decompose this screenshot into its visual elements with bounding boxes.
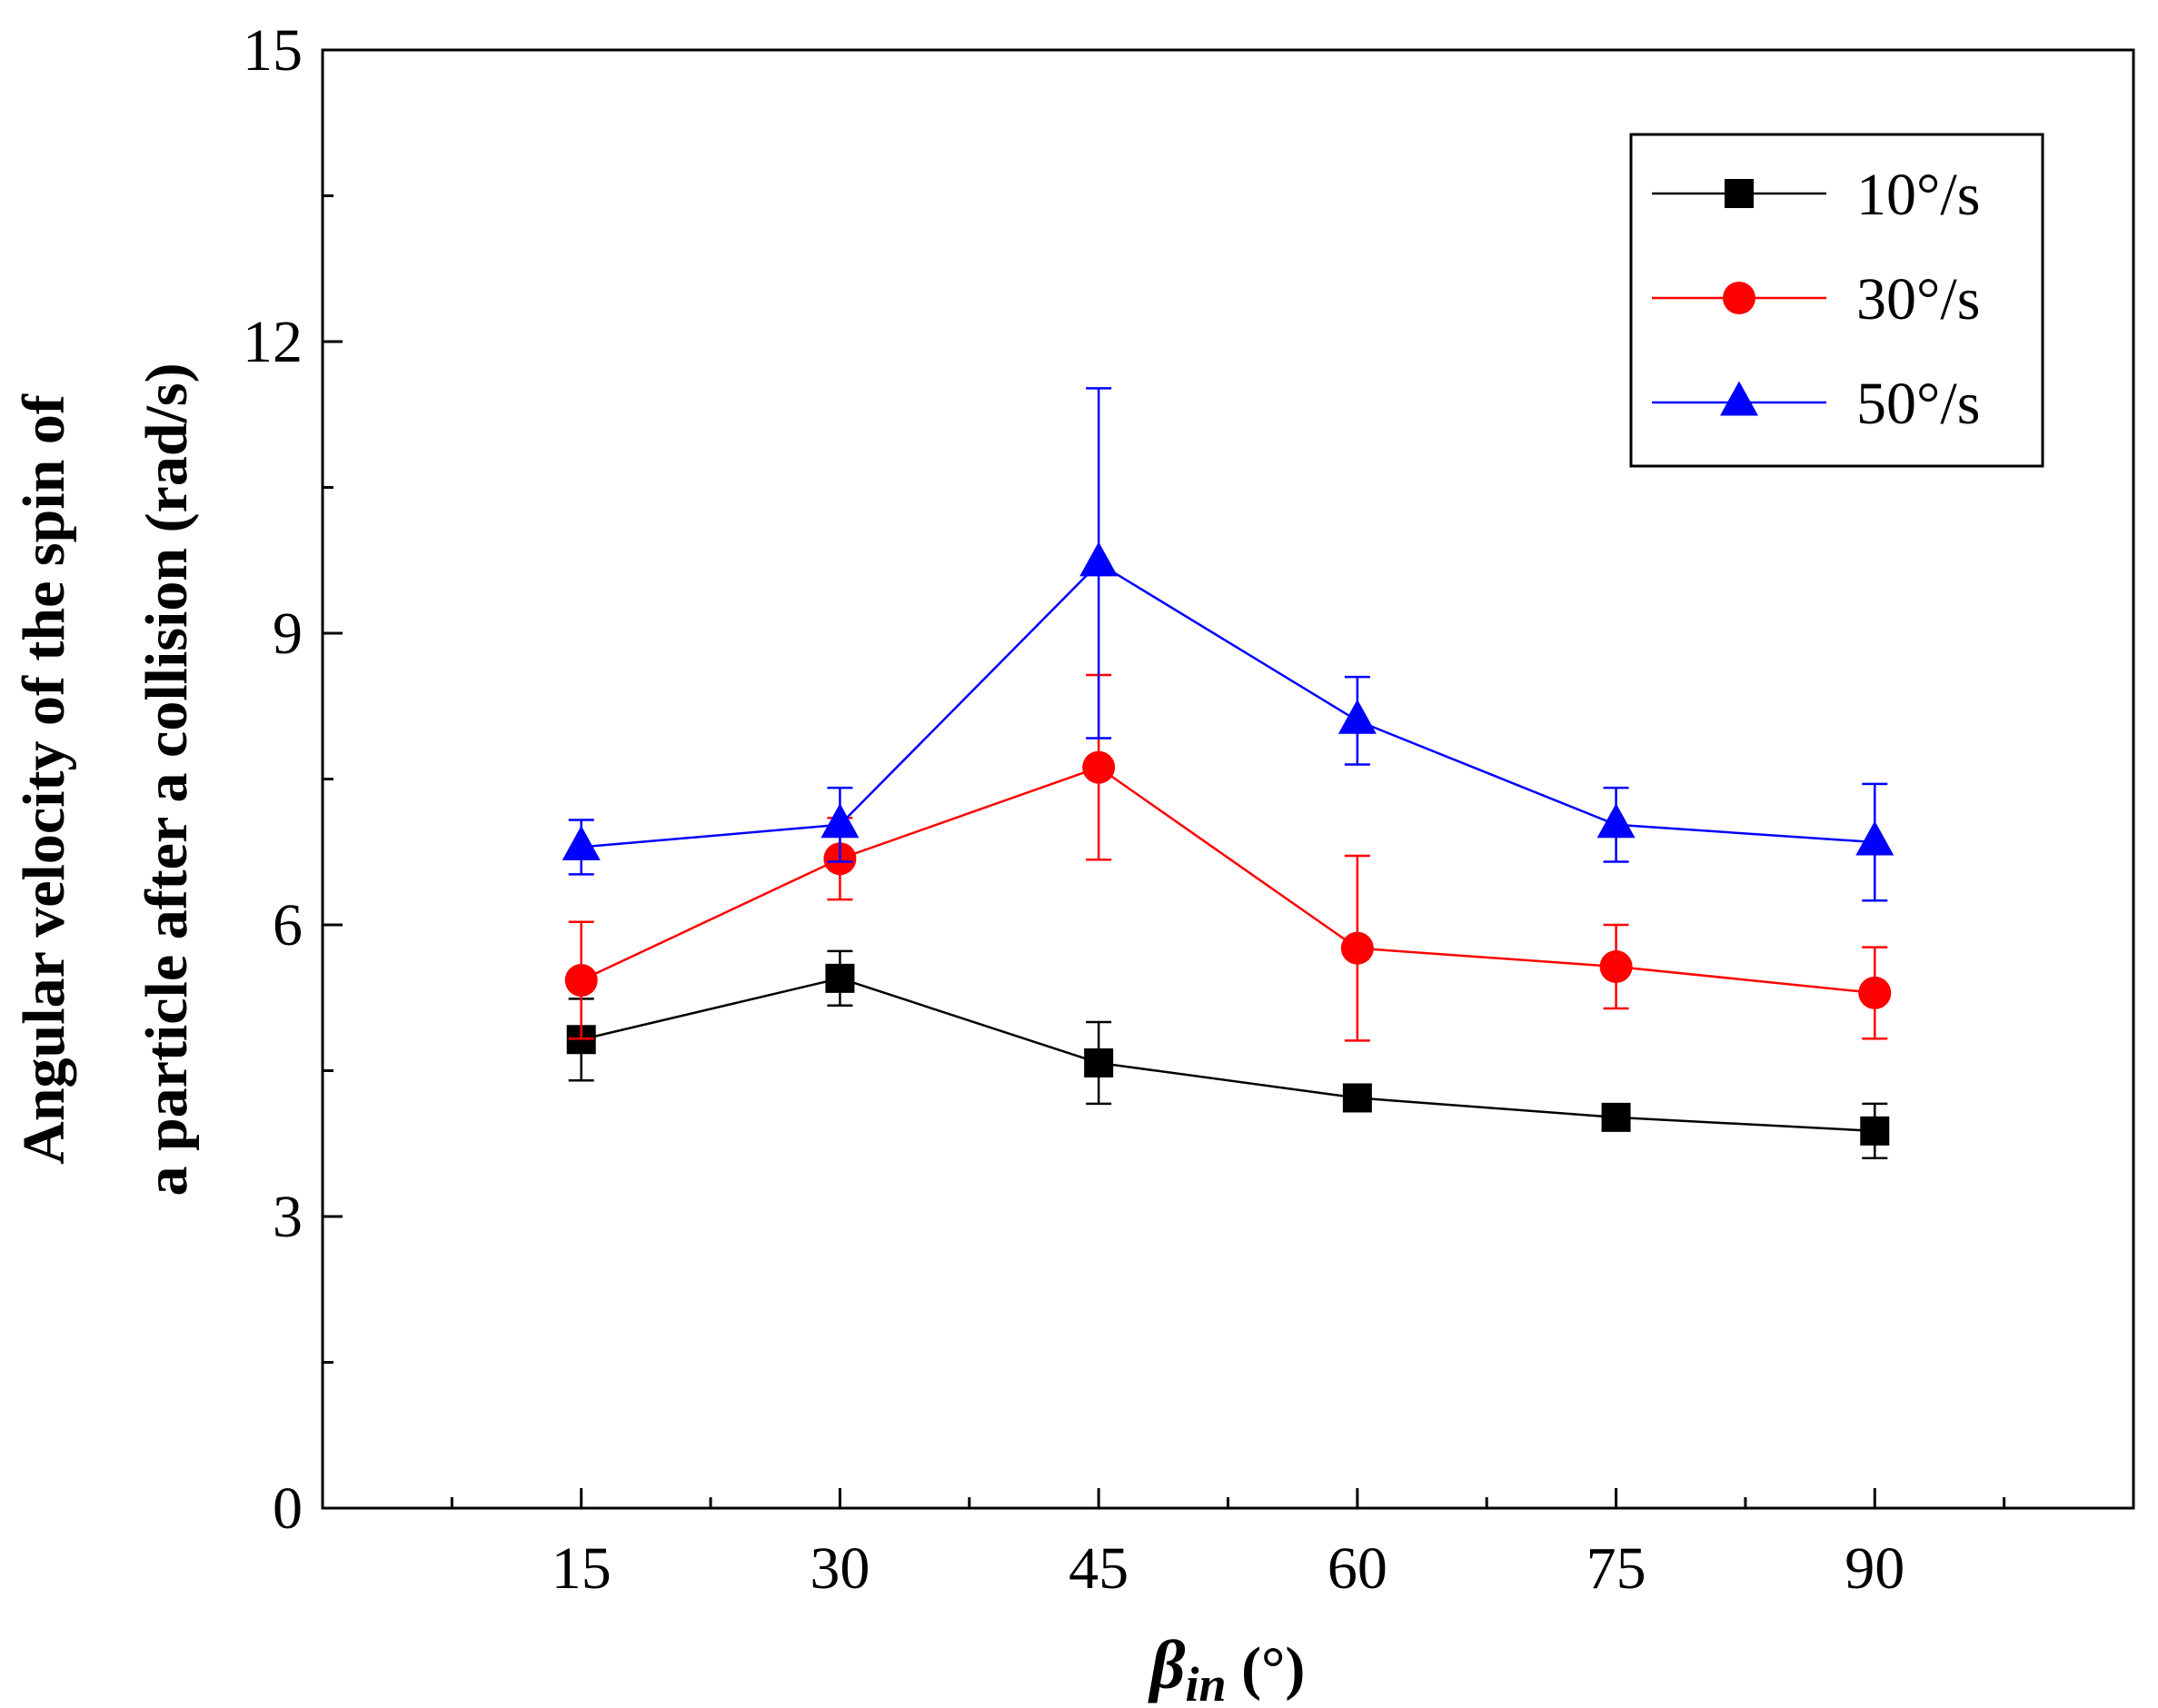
data-point — [1082, 750, 1116, 784]
x-axis-title-subscript: in — [1186, 1657, 1227, 1708]
y-axis-title-line-2: a particle after a collision (rad/s) — [134, 362, 200, 1196]
data-point — [562, 825, 601, 860]
data-point — [1855, 820, 1894, 856]
data-point — [1084, 1048, 1114, 1077]
legend-label: 10°/s — [1856, 162, 1980, 228]
data-point — [1079, 541, 1119, 577]
legend-box — [1629, 133, 2044, 468]
y-axis-ticks: 0 3 6 9 12 15 — [243, 17, 343, 1542]
y-tick-label: 12 — [243, 309, 303, 375]
legend-item: 10°/s — [1652, 162, 1980, 228]
data-point — [1858, 976, 1892, 1009]
data-point — [1601, 1102, 1631, 1132]
legend-item: 50°/s — [1652, 371, 1980, 437]
data-point — [1596, 803, 1636, 839]
series-1 — [564, 673, 1892, 1042]
y-tick-label: 15 — [243, 17, 303, 84]
data-point — [1860, 1116, 1890, 1146]
x-tick-label: 15 — [552, 1535, 612, 1602]
x-tick-label: 45 — [1069, 1535, 1129, 1602]
legend-label: 50°/s — [1856, 371, 1980, 437]
y-tick-label: 0 — [273, 1475, 303, 1542]
x-tick-label: 30 — [810, 1535, 870, 1602]
legend-label: 30°/s — [1856, 266, 1980, 333]
x-axis-ticks: 15 30 45 60 75 90 — [450, 1488, 2006, 1602]
series-line — [581, 766, 1875, 995]
y-tick-label: 6 — [273, 892, 303, 958]
data-point — [1342, 1083, 1372, 1113]
series-layer — [562, 387, 1894, 1160]
data-point — [1599, 950, 1633, 984]
data-point — [1338, 699, 1377, 734]
legend-marker — [1723, 282, 1755, 314]
legend: 10°/s 30°/s 50°/s — [1629, 133, 2044, 468]
legend-item: 30°/s — [1652, 266, 1980, 333]
series-line — [581, 977, 1875, 1133]
x-tick-label: 90 — [1845, 1535, 1904, 1602]
data-point — [564, 963, 598, 997]
data-point — [825, 963, 855, 993]
x-axis-title: βin (°) — [1148, 1627, 1306, 1708]
legend-items: 10°/s 30°/s 50°/s — [1652, 162, 1980, 437]
data-point — [1340, 931, 1374, 965]
x-axis-title-unit: (°) — [1227, 1635, 1306, 1702]
series-line — [581, 561, 1875, 849]
data-point — [820, 803, 860, 839]
y-tick-label: 9 — [273, 601, 303, 667]
x-tick-label: 60 — [1328, 1535, 1387, 1602]
series-2 — [562, 387, 1894, 902]
y-axis-title-line-1: Angular velocity of the spin of — [11, 393, 77, 1165]
x-tick-label: 75 — [1586, 1535, 1646, 1602]
y-tick-label: 3 — [273, 1184, 303, 1250]
x-axis-title-symbol: β — [1148, 1627, 1186, 1703]
legend-marker — [1720, 381, 1758, 416]
series-0 — [566, 949, 1890, 1160]
legend-marker — [1725, 179, 1754, 208]
